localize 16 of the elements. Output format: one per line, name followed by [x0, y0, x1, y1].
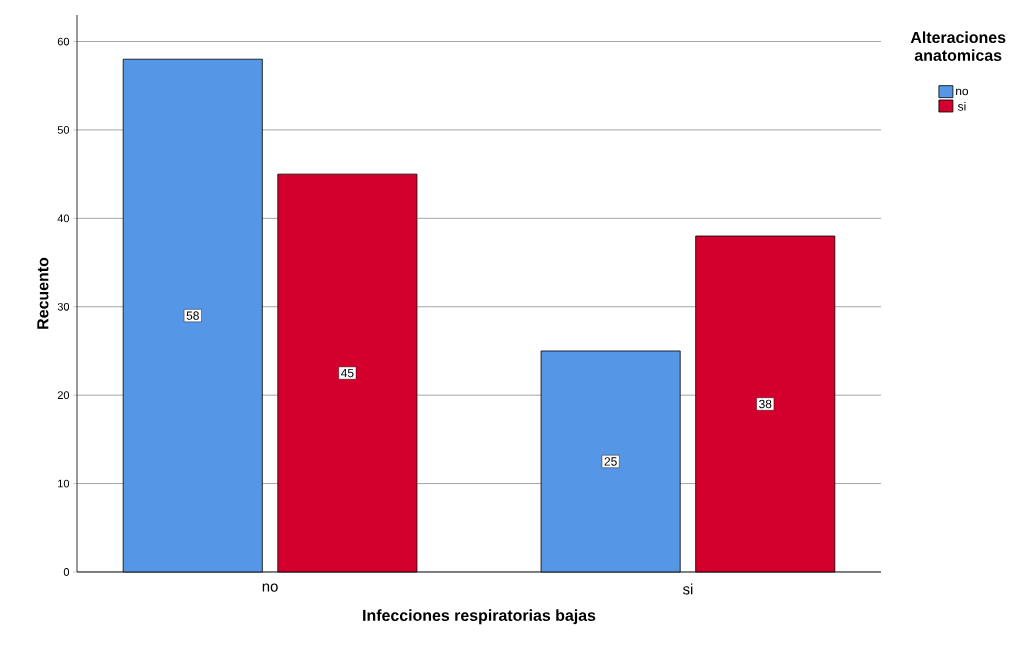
y-axis-title: Recuento: [37, 257, 49, 329]
y-tick-label: 40: [57, 214, 70, 223]
data-label: 25: [604, 457, 617, 466]
x-axis-title: Infecciones respiratorias bajas: [363, 609, 596, 625]
data-label: 38: [759, 399, 772, 409]
y-tick-label: 30: [57, 302, 70, 311]
y-tick-label: 0: [63, 568, 70, 576]
legend-label: no: [956, 88, 969, 96]
data-label: 58: [186, 311, 199, 320]
legend-label: si: [957, 101, 966, 111]
y-tick-label: 10: [58, 479, 70, 488]
y-tick-label: 60: [57, 37, 70, 46]
data-label: 45: [341, 368, 354, 378]
legend-title: Alteraciones anatomicas: [910, 31, 1006, 61]
y-tick-label: 20: [57, 391, 70, 400]
y-tick-label: 50: [57, 126, 70, 134]
